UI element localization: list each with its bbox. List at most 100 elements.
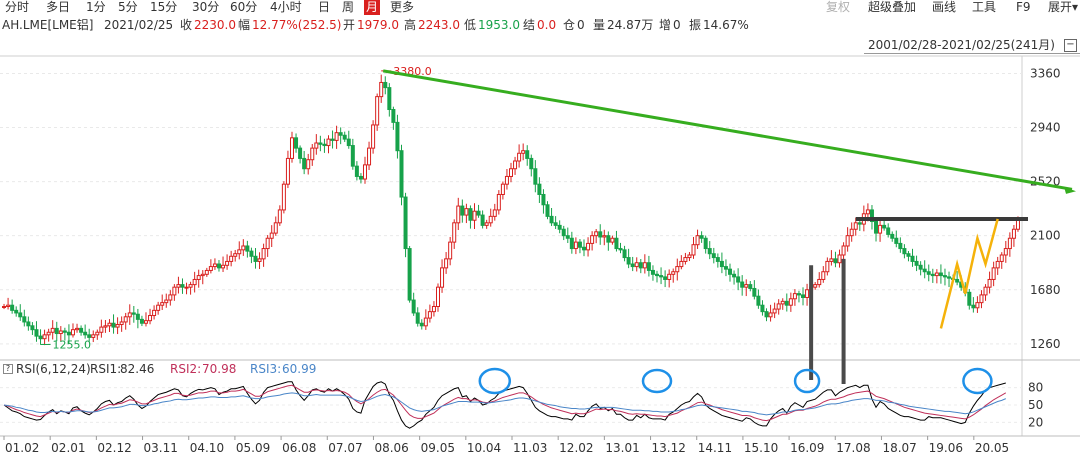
candle-body — [671, 271, 676, 275]
time-tick-label: 09.05 — [421, 441, 455, 455]
candle-body — [788, 298, 793, 306]
candle-body — [42, 334, 47, 340]
candle-body — [22, 316, 27, 323]
candle-body — [947, 276, 952, 279]
candle-body — [261, 248, 266, 260]
time-tick-label: 02.01 — [51, 441, 85, 455]
candle-body — [655, 273, 660, 277]
time-tick-label: 15.10 — [744, 441, 778, 455]
amplitude-value: 14.67% — [703, 18, 749, 32]
time-tick-label: 19.06 — [929, 441, 963, 455]
candle-body — [642, 262, 647, 269]
tool-menu-0[interactable]: 复权 — [826, 0, 851, 14]
candle-body — [314, 142, 319, 149]
period-tab-9[interactable]: 周 — [342, 0, 355, 14]
candle-body — [971, 304, 976, 309]
tool-menu-3[interactable]: 工具 — [972, 0, 997, 14]
candle-body — [350, 145, 355, 167]
candle-body — [849, 228, 854, 237]
period-tab-6[interactable]: 60分 — [230, 0, 258, 14]
candle-body — [18, 312, 23, 318]
candle-body — [383, 81, 388, 89]
candle-body — [379, 81, 384, 98]
tool-menu-2[interactable]: 画线 — [932, 0, 957, 14]
period-tab-2[interactable]: 1分 — [86, 0, 106, 14]
candle-body — [504, 175, 509, 185]
candle-body — [561, 228, 566, 237]
candle-body — [391, 109, 396, 123]
candle-body — [427, 311, 432, 319]
period-tab-4[interactable]: 15分 — [150, 0, 178, 14]
candle-body — [496, 193, 501, 211]
amplitude-label: 振 — [689, 18, 702, 32]
candle-body — [967, 291, 972, 306]
rsi-title: RSI(6,12,24) — [16, 362, 91, 376]
tool-menu-1[interactable]: 超级叠加 — [868, 0, 917, 14]
rsi-tick-label: 20 — [1028, 415, 1043, 429]
time-tick-label: 12.02 — [559, 441, 593, 455]
time-tick-label: 02.12 — [97, 441, 131, 455]
rsi-line-rsi1 — [3, 381, 1006, 429]
high-value: 2243.0 — [418, 18, 460, 32]
candle-body — [963, 286, 968, 293]
candle-body — [509, 168, 513, 177]
candle-body — [869, 209, 874, 223]
rsi-highlight-circle-2 — [641, 368, 673, 394]
candle-body — [38, 335, 43, 340]
candle-body — [156, 304, 161, 311]
time-tick-label: 14.11 — [698, 441, 732, 455]
time-tick-label: 03.11 — [144, 441, 178, 455]
candle-body — [411, 299, 416, 314]
candle-body — [294, 137, 299, 149]
candle-body — [111, 322, 116, 328]
time-tick-label: 17.08 — [836, 441, 870, 455]
period-tab-0[interactable]: 分时 — [5, 0, 30, 14]
period-tab-3[interactable]: 5分 — [118, 0, 138, 14]
candle-body — [602, 235, 607, 238]
period-tab-7[interactable]: 4小时 — [270, 0, 302, 14]
candle-body — [801, 294, 806, 298]
trend-arrow-head — [1064, 186, 1076, 194]
candle-body — [14, 309, 19, 314]
candle-body — [598, 231, 603, 238]
candle-body — [979, 294, 984, 304]
price-tick-label: 2100 — [1030, 229, 1061, 243]
candle-body — [650, 269, 655, 275]
min-label: 1255.0 — [53, 338, 91, 351]
candle-body — [249, 250, 254, 257]
candle-body — [638, 262, 643, 269]
candle-body — [26, 321, 31, 327]
candle-body — [326, 138, 331, 147]
tool-menu-5[interactable]: 展开▾ — [1048, 0, 1079, 14]
period-tab-11[interactable]: 更多 — [390, 0, 415, 14]
minus-box-icon[interactable]: − — [1064, 39, 1077, 52]
candle-body — [890, 233, 895, 239]
candle-body — [419, 322, 424, 327]
settle-label: 结 — [523, 18, 536, 32]
period-tab-1[interactable]: 多日 — [46, 0, 71, 14]
candle-body — [95, 331, 100, 336]
period-tab-10[interactable]: 月 — [364, 0, 381, 15]
candle-body — [464, 208, 469, 216]
candle-body — [740, 281, 745, 288]
candle-body — [135, 313, 140, 320]
candle-body — [703, 237, 708, 250]
candle-body — [229, 255, 234, 262]
candle-body — [476, 210, 481, 216]
candle-body — [699, 235, 704, 239]
candle-body — [10, 304, 15, 311]
candle-body — [780, 300, 785, 305]
tool-menu-4[interactable]: F9 — [1016, 0, 1031, 14]
rsi-settings-icon[interactable]: ? — [3, 364, 13, 374]
candle-body — [723, 266, 728, 270]
time-tick-label: 07.07 — [328, 441, 362, 455]
date-range-selector[interactable]: 2001/02/28-2021/02/25(241月) − — [864, 37, 1080, 54]
candle-body — [99, 326, 104, 333]
candle-body — [346, 138, 351, 147]
period-tab-5[interactable]: 30分 — [192, 0, 220, 14]
candle-body — [792, 293, 797, 300]
candle-body — [837, 254, 842, 264]
candle-body — [918, 264, 923, 270]
rsi1-label: RSI1: — [90, 362, 122, 376]
period-tab-8[interactable]: 日 — [318, 0, 331, 14]
